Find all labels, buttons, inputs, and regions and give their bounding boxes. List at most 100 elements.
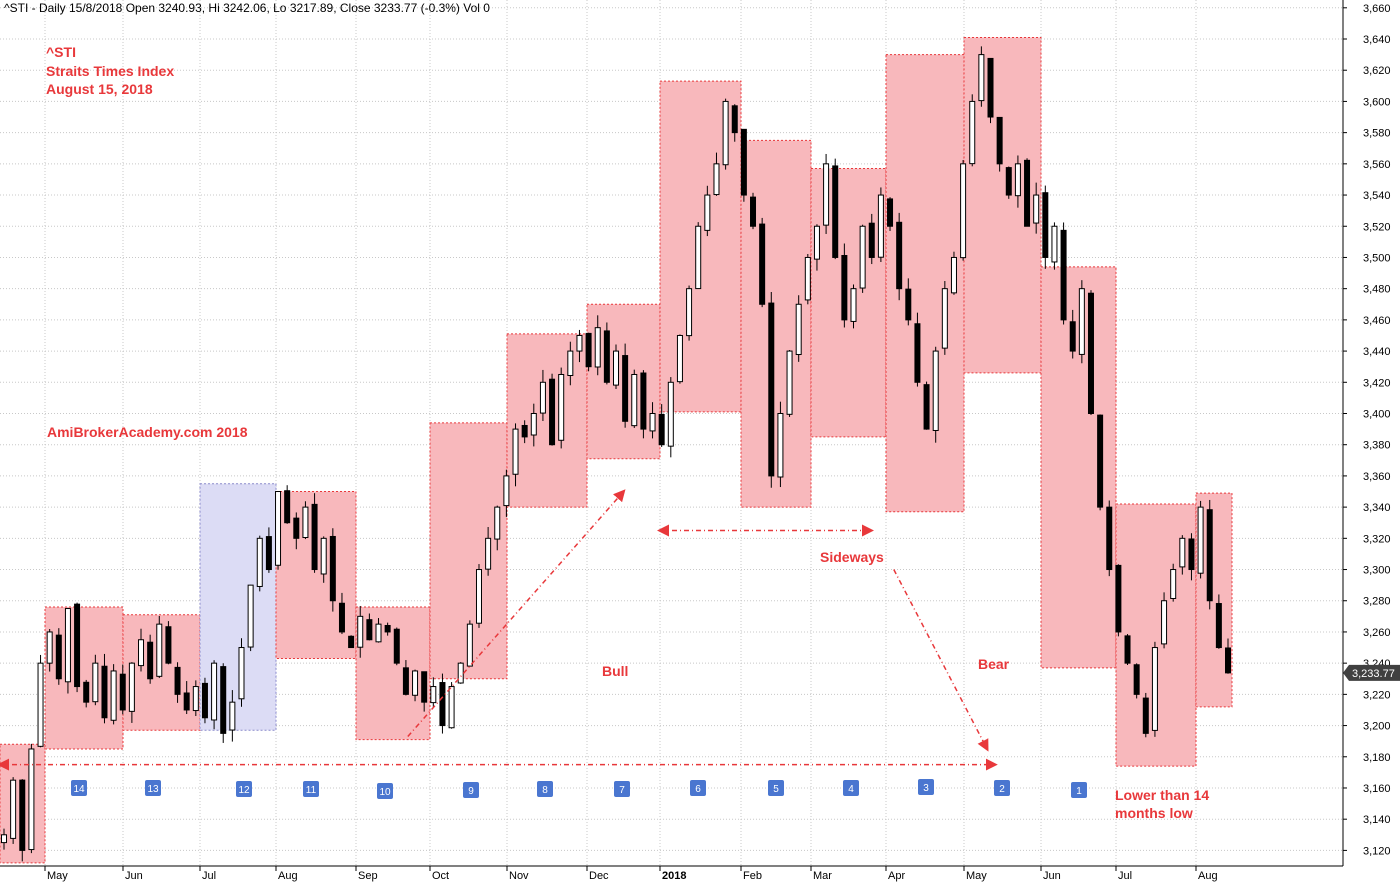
countdown-badge: 13 [145,780,161,796]
y-tick-label: 3,560 [1363,159,1391,171]
candle-body [375,623,382,643]
y-tick-label: 3,160 [1363,783,1391,795]
x-tick-label: Mar [813,870,832,882]
candle-body [384,624,391,633]
countdown-badge: 4 [843,780,859,796]
candle-body [1115,564,1122,633]
candle-body [19,779,26,851]
y-tick-label: 3,380 [1363,440,1391,452]
chart-symbol: ^STI [46,44,76,60]
candle-body [494,506,501,540]
countdown-badge: 14 [71,780,87,796]
candle-body [74,603,81,688]
y-tick-label: 3,360 [1363,471,1391,483]
badge-label: 3 [923,783,929,794]
candle-body [1014,163,1021,197]
candle-body [704,194,711,231]
candle-body [1133,664,1140,695]
lower-low-label-line2: months low [1115,805,1193,821]
lower-low-label-line1: Lower than 14 [1115,787,1209,803]
candle-body [366,619,373,641]
candle-body [750,196,757,227]
y-tick-label: 3,260 [1363,627,1391,639]
candle-body [823,163,830,226]
y-tick-label: 3,480 [1363,284,1391,296]
y-tick-label: 3,660 [1363,3,1391,15]
badge-label: 13 [147,784,159,795]
candle-body [613,350,619,386]
candle-body [914,323,921,383]
watermark-text: AmiBrokerAcademy.com 2018 [47,424,248,440]
candle-body [101,665,108,719]
candle-body [338,602,345,633]
candle-body [256,537,263,587]
candle-body [996,116,1003,165]
candle-body [110,670,117,721]
candle-body [119,673,126,711]
candle-body [430,686,437,704]
candle-body [768,302,775,477]
candle-body [521,424,528,438]
candle-body [1142,697,1149,734]
y-tick-label: 3,520 [1363,221,1391,233]
candle-body [795,303,802,356]
y-tick-label: 3,420 [1363,377,1391,389]
badge-box [918,779,934,795]
candle-body [539,381,546,414]
badge-label: 7 [619,785,625,796]
candle-body [402,667,409,695]
candle-body [530,412,537,436]
price-candles [1,46,1231,862]
candle-body [183,692,190,711]
x-tick-label: Jul [1118,870,1132,882]
y-tick-label: 3,140 [1363,814,1391,826]
countdown-badge: 10 [377,783,393,799]
badge-label: 8 [542,785,548,796]
candle-body [238,647,245,700]
countdown-badge: 8 [537,781,553,797]
candle-body [676,334,683,383]
last-price-label: 3,233.77 [1352,668,1395,680]
candle-body [1078,288,1085,355]
candle-body [37,662,44,747]
countdown-badge: 7 [614,781,630,797]
countdown-badge: 12 [236,781,252,797]
y-tick-label: 3,180 [1363,752,1391,764]
candle-body [147,641,154,680]
candle-body [1206,509,1213,602]
candle-body [722,100,729,166]
y-tick-label: 3,600 [1363,96,1391,108]
candle-body [439,682,446,727]
badge-label: 6 [695,784,701,795]
candle-body [960,163,967,259]
candle-body [1197,506,1204,574]
candle-body [658,413,665,446]
chart-name: Straits Times Index [46,63,174,79]
x-tick-label: Feb [743,870,762,882]
candle-body [329,535,336,602]
candle-body [631,373,638,427]
candle-body [987,57,994,118]
candle-body [275,491,282,566]
y-tick-label: 3,300 [1363,565,1391,577]
badge-label: 9 [468,786,474,797]
candle-body [138,639,145,667]
candle-body [448,686,455,729]
candle-body [594,327,601,368]
bear-label: Bear [978,656,1010,672]
y-tick-label: 3,280 [1363,596,1391,608]
candle-body [603,330,610,383]
countdown-badge: 11 [303,781,319,797]
candle-body [165,626,172,664]
candle-body [421,671,428,703]
candle-body [174,666,181,695]
candle-body [896,221,903,290]
candle-body [55,634,62,680]
candle-body [969,100,976,165]
candle-body [201,682,208,719]
badge-box [843,780,859,796]
candle-body [640,372,647,430]
candle-body [64,608,71,683]
candle-body [28,748,35,851]
sideways-label: Sideways [820,549,884,565]
